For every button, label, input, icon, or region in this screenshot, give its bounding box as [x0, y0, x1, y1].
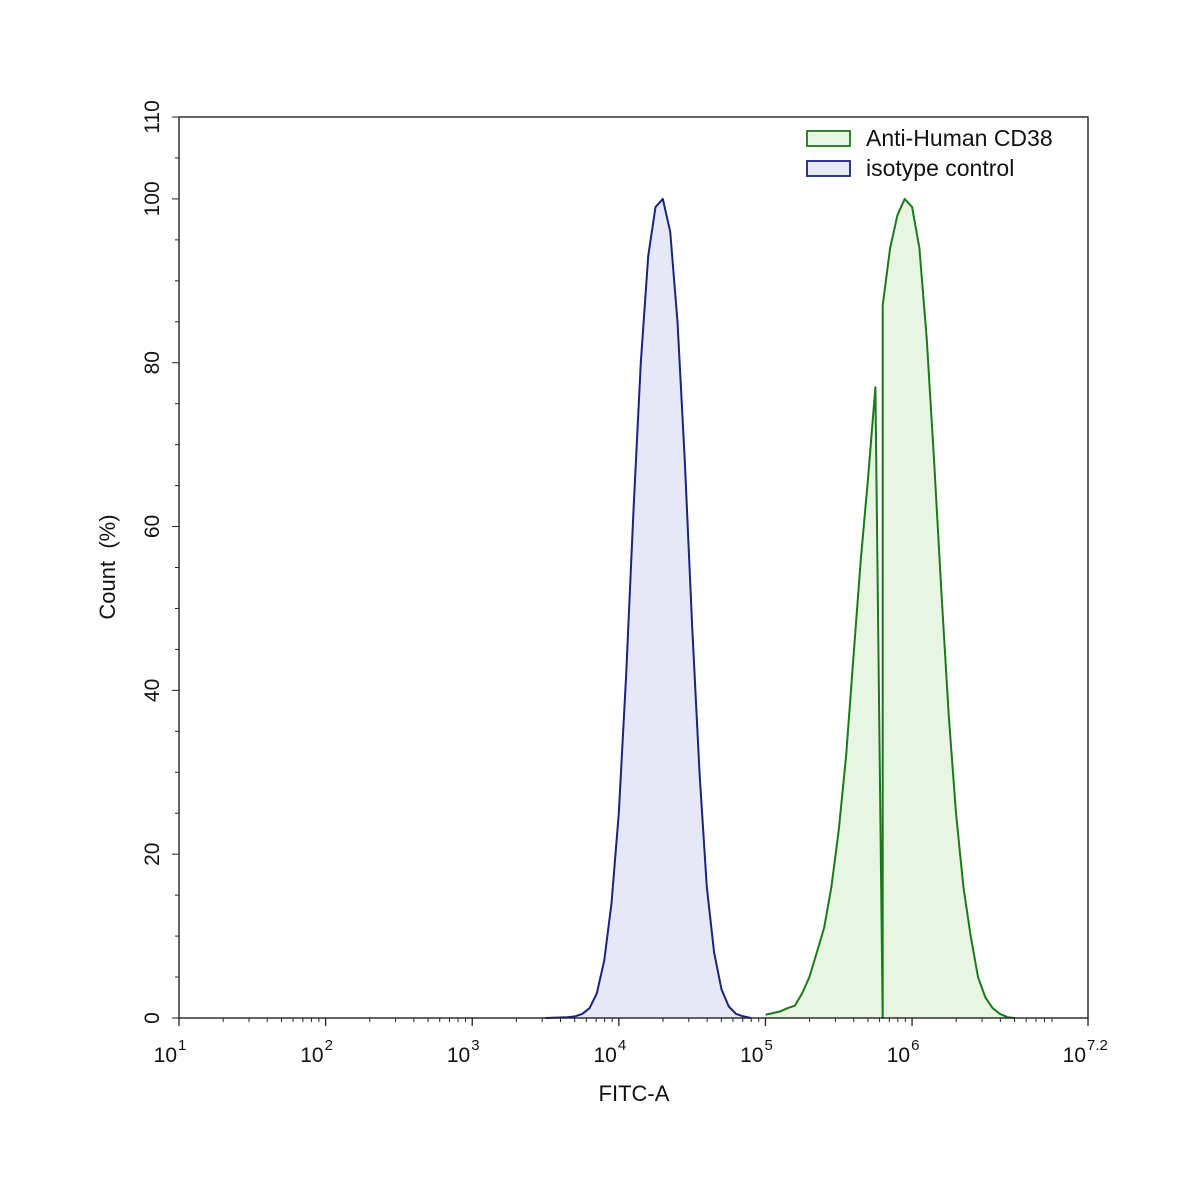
y-tick-label: 80: [141, 351, 164, 374]
x-tick-label-exponent: 6: [911, 1037, 919, 1054]
x-tick-label-base: 10: [1063, 1044, 1086, 1067]
x-tick-label-base: 10: [740, 1044, 763, 1067]
y-tick-label: 100: [141, 181, 164, 216]
x-tick-label-exponent: 2: [325, 1037, 333, 1054]
x-tick-label-base: 10: [887, 1044, 910, 1067]
x-axis-ticks: 10 1 10 2 10 3 10 4 10 5 10 6 10 7.2: [154, 1018, 1108, 1067]
y-tick-label: 60: [141, 515, 164, 538]
series-fill-1: [545, 198, 751, 1018]
y-tick-label: 20: [141, 843, 164, 866]
x-tick-label-exponent: 7.2: [1087, 1037, 1108, 1054]
legend-label: Anti-Human CD38: [866, 125, 1053, 151]
x-tick-label-base: 10: [300, 1044, 323, 1067]
y-axis-ticks: 0 20 40 60 80 100 110: [141, 100, 179, 1024]
x-tick-label-exponent: 4: [618, 1037, 626, 1054]
series-line-0: [765, 197, 1015, 1019]
series-line-1: [545, 197, 752, 1019]
y-tick-label: 40: [141, 679, 164, 702]
x-tick-label-exponent: 3: [471, 1037, 479, 1054]
x-tick-label-base: 10: [593, 1044, 616, 1067]
x-tick-label-exponent: 1: [178, 1037, 186, 1054]
legend-swatch: [806, 160, 851, 177]
x-tick-label-exponent: 5: [764, 1037, 772, 1054]
x-axis-label: FITC-A: [599, 1081, 670, 1106]
y-tick-label: 110: [141, 100, 164, 133]
legend-swatch: [806, 130, 851, 147]
y-tick-label: 0: [141, 1012, 164, 1024]
legend-label: isotype control: [866, 155, 1014, 181]
legend: Anti-Human CD38 isotype control: [806, 125, 1053, 181]
y-axis-label: Count (%): [95, 514, 120, 619]
series-layer: [545, 197, 1015, 1019]
x-tick-label-base: 10: [447, 1044, 470, 1067]
x-tick-label-base: 10: [154, 1044, 177, 1067]
series-fill-0: [765, 198, 1015, 1018]
